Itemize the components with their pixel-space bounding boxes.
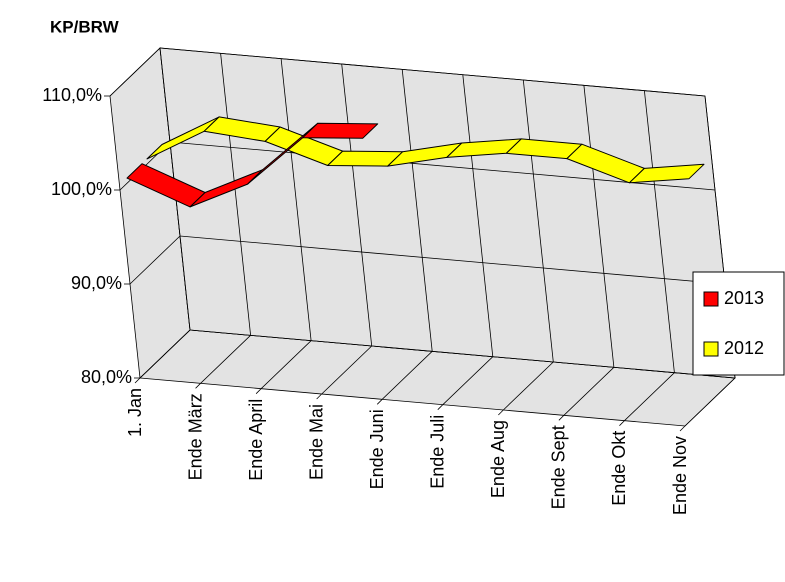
category-grid-line bbox=[442, 74, 494, 405]
x-tick bbox=[558, 415, 565, 421]
x-tick bbox=[255, 388, 262, 394]
category-grid-line bbox=[563, 85, 615, 416]
legend-label: 2013 bbox=[724, 288, 764, 308]
y-tick-label: 90,0% bbox=[71, 273, 122, 293]
x-tick-label: 1. Jan bbox=[125, 388, 145, 437]
x-tick-label: Ende Sept bbox=[549, 425, 569, 509]
x-tick-label: Ende März bbox=[185, 393, 205, 480]
y-tick-label: 100,0% bbox=[51, 179, 112, 199]
x-tick-label: Ende Juni bbox=[367, 409, 387, 489]
category-grid-line bbox=[684, 95, 736, 427]
category-grid-line bbox=[200, 53, 252, 384]
y-tick-label: 110,0% bbox=[42, 85, 102, 105]
ribbon-segment bbox=[628, 163, 705, 184]
legend-swatch bbox=[703, 291, 719, 307]
back-wall bbox=[159, 47, 736, 379]
category-grid-line bbox=[624, 90, 675, 421]
category-grid-line bbox=[260, 58, 312, 389]
x-tick-label: Ende Okt bbox=[609, 431, 629, 506]
ribbon-segment bbox=[302, 122, 379, 139]
legend-label: 2012 bbox=[724, 338, 764, 358]
x-tick bbox=[437, 404, 444, 410]
x-tick-label: Ende Juli bbox=[428, 415, 448, 489]
y-tick-label: 80,0% bbox=[81, 367, 132, 387]
legend-box bbox=[692, 271, 785, 376]
x-tick bbox=[679, 425, 686, 432]
x-tick-label: Ende Mai bbox=[306, 404, 326, 480]
category-grid-line bbox=[503, 79, 554, 411]
x-tick-label: Ende April bbox=[246, 399, 266, 481]
x-tick bbox=[134, 377, 141, 384]
category-grid-line bbox=[381, 69, 433, 400]
x-tick bbox=[619, 420, 625, 426]
x-tick-label: Ende Aug bbox=[488, 420, 508, 498]
x-tick bbox=[316, 393, 322, 400]
x-tick bbox=[195, 383, 201, 389]
chart-title: KP/BRW bbox=[50, 17, 120, 36]
x-tick bbox=[498, 409, 504, 416]
x-tick bbox=[376, 399, 383, 405]
legend-swatch bbox=[703, 341, 719, 357]
x-tick-label: Ende Nov bbox=[670, 436, 690, 515]
